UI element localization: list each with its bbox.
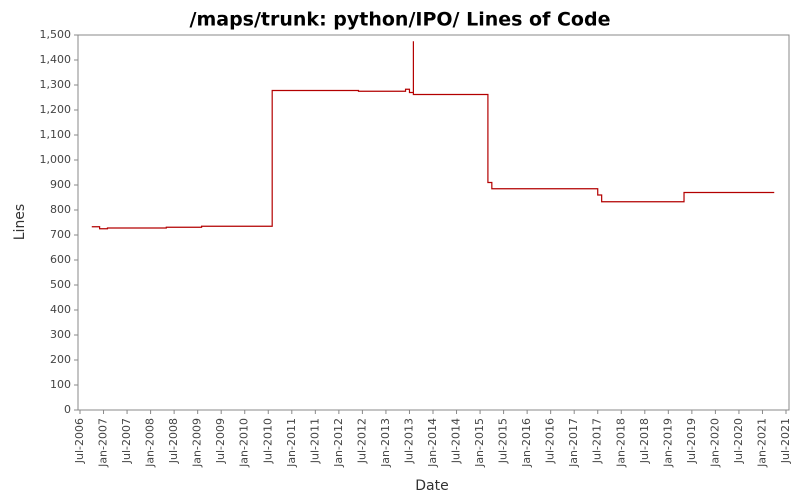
x-tick-label: Jan-2008 (144, 418, 157, 468)
x-tick-label: Jan-2009 (191, 418, 204, 468)
y-tick-label: 900 (50, 178, 71, 191)
x-tick-label: Jul-2018 (638, 418, 651, 464)
x-tick-label: Jul-2006 (73, 418, 86, 464)
y-tick-label: 300 (50, 328, 71, 341)
data-line (91, 41, 775, 230)
x-tick-label: Jul-2010 (261, 418, 274, 464)
y-tick-label: 700 (50, 228, 71, 241)
x-tick-label: Jan-2020 (708, 418, 721, 468)
y-tick-label: 200 (50, 353, 71, 366)
x-tick-label: Jan-2019 (661, 418, 674, 468)
x-tick-label: Jul-2020 (732, 418, 745, 464)
y-tick-label: 1,100 (40, 128, 72, 141)
x-tick-label: Jan-2015 (473, 418, 486, 468)
y-tick-label: 400 (50, 303, 71, 316)
x-tick-label: Jul-2012 (355, 418, 368, 464)
x-tick-label: Jul-2019 (685, 418, 698, 464)
x-tick-label: Jul-2014 (450, 418, 463, 464)
x-tick-label: Jul-2017 (591, 418, 604, 464)
x-tick-label: Jan-2011 (285, 418, 298, 468)
x-tick-label: Jul-2009 (214, 418, 227, 464)
x-tick-label: Jul-2021 (779, 418, 792, 464)
y-tick-label: 100 (50, 378, 71, 391)
x-tick-label: Jan-2007 (97, 418, 110, 468)
x-tick-label: Jan-2010 (238, 418, 251, 468)
x-tick-label: Jan-2017 (567, 418, 580, 468)
x-tick-label: Jan-2014 (426, 418, 439, 468)
y-axis-title: Lines (12, 204, 28, 240)
plot-frame (77, 34, 790, 411)
y-tick-label: 1,200 (40, 103, 72, 116)
x-tick-label: Jan-2012 (332, 418, 345, 468)
x-tick-label: Jan-2016 (520, 418, 533, 468)
y-tick-label: 1,500 (40, 28, 72, 41)
chart-title: /maps/trunk: python/IPO/ Lines of Code (190, 9, 611, 31)
x-tick-label: Jul-2011 (308, 418, 321, 464)
x-tick-label: Jan-2018 (614, 418, 627, 468)
x-tick-label: Jul-2008 (167, 418, 180, 464)
x-axis-title: Date (415, 478, 448, 494)
y-tick-label: 600 (50, 253, 71, 266)
x-tick-label: Jul-2015 (497, 418, 510, 464)
y-tick-label: 1,000 (40, 153, 72, 166)
y-tick-label: 800 (50, 203, 71, 216)
y-tick-label: 500 (50, 278, 71, 291)
x-tick-label: Jul-2013 (402, 418, 415, 464)
x-tick-label: Jul-2016 (544, 418, 557, 464)
x-tick-label: Jul-2007 (120, 418, 133, 464)
x-tick-label: Jan-2021 (755, 418, 768, 468)
y-tick-label: 0 (64, 403, 71, 416)
y-tick-label: 1,300 (40, 78, 72, 91)
y-tick-label: 1,400 (40, 53, 72, 66)
x-tick-label: Jan-2013 (379, 418, 392, 468)
